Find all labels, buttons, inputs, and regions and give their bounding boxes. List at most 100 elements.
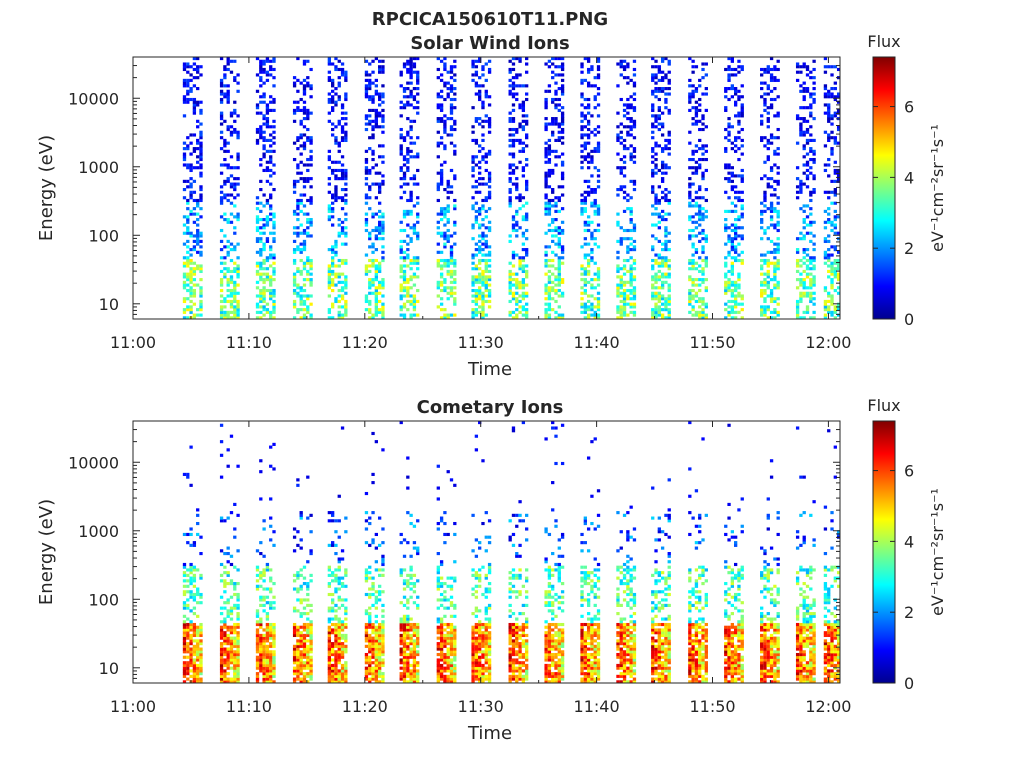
heatmap-cell <box>691 297 694 300</box>
heatmap-cell <box>269 634 272 637</box>
heatmap-cell <box>406 150 409 153</box>
heatmap-cell <box>561 248 564 251</box>
heatmap-cell <box>189 566 192 569</box>
heatmap-cell <box>616 188 619 191</box>
heatmap-cell <box>760 284 763 287</box>
heatmap-cell <box>544 174 547 177</box>
heatmap-cell <box>416 267 419 270</box>
heatmap-cell <box>481 254 484 257</box>
heatmap-cell <box>186 166 189 169</box>
heatmap-cell <box>375 90 378 93</box>
heatmap-cell <box>525 273 528 276</box>
heatmap-cell <box>450 270 453 273</box>
heatmap-cell <box>309 185 312 188</box>
heatmap-cell <box>597 92 600 95</box>
heatmap-cell <box>827 308 830 311</box>
heatmap-cell <box>375 163 378 166</box>
heatmap-cell <box>443 243 446 246</box>
heatmap-cell <box>767 125 770 128</box>
heatmap-cell <box>300 664 303 667</box>
heatmap-cell <box>293 609 296 612</box>
heatmap-cell <box>309 136 312 139</box>
heatmap-cell <box>375 117 378 120</box>
heatmap-cell <box>512 273 515 276</box>
heatmap-cell <box>344 188 347 191</box>
heatmap-cell <box>262 587 265 590</box>
heatmap-cell <box>338 98 341 101</box>
heatmap-cell <box>616 62 619 65</box>
heatmap-cell <box>259 84 262 87</box>
heatmap-cell <box>233 292 236 295</box>
heatmap-cell <box>378 112 381 115</box>
heatmap-cell <box>328 79 331 82</box>
heatmap-cell <box>737 215 740 218</box>
heatmap-cell <box>741 213 744 216</box>
heatmap-cell <box>365 294 368 297</box>
heatmap-cell <box>300 259 303 262</box>
heatmap-cell <box>741 226 744 229</box>
heatmap-cell <box>223 648 226 651</box>
heatmap-cell <box>587 223 590 226</box>
heatmap-cell <box>450 103 453 106</box>
heatmap-cell <box>551 188 554 191</box>
heatmap-cell <box>737 158 740 161</box>
heatmap-cell <box>731 188 734 191</box>
heatmap-cell <box>403 103 406 106</box>
heatmap-cell <box>630 248 633 251</box>
heatmap-cell <box>763 289 766 292</box>
heatmap-cell <box>737 243 740 246</box>
heatmap-cell <box>403 314 406 317</box>
heatmap-cell <box>661 259 664 262</box>
heatmap-cell <box>262 571 265 574</box>
heatmap-cell <box>193 76 196 79</box>
heatmap-cell <box>223 158 226 161</box>
heatmap-cell <box>300 177 303 180</box>
heatmap-cell <box>558 314 561 317</box>
heatmap-cell <box>701 153 704 156</box>
heatmap-cell <box>548 297 551 300</box>
heatmap-cell <box>331 109 334 112</box>
heatmap-cell <box>303 204 306 207</box>
heatmap-cell <box>597 303 600 306</box>
heatmap-cell <box>378 210 381 213</box>
heatmap-cell <box>633 82 636 85</box>
heatmap-cell <box>701 158 704 161</box>
heatmap-cell <box>437 286 440 289</box>
heatmap-cell <box>471 166 474 169</box>
heatmap-cell <box>440 234 443 237</box>
heatmap-cell <box>416 215 419 218</box>
heatmap-cell <box>597 297 600 300</box>
heatmap-cell <box>701 144 704 147</box>
heatmap-cell <box>189 177 192 180</box>
heatmap-cell <box>450 142 453 145</box>
heatmap-cell <box>770 193 773 196</box>
heatmap-cell <box>773 243 776 246</box>
heatmap-cell <box>440 281 443 284</box>
heatmap-cell <box>698 300 701 303</box>
heatmap-cell <box>724 292 727 295</box>
heatmap-cell <box>196 229 199 232</box>
heatmap-cell <box>199 294 202 297</box>
heatmap-cell <box>509 68 512 71</box>
heatmap-cell <box>471 131 474 134</box>
heatmap-cell <box>406 82 409 85</box>
heatmap-cell <box>509 278 512 281</box>
heatmap-cell <box>691 264 694 267</box>
heatmap-cell <box>371 215 374 218</box>
heatmap-cell <box>630 292 633 295</box>
heatmap-cell <box>809 278 812 281</box>
heatmap-cell <box>443 207 446 210</box>
heatmap-cell <box>597 278 600 281</box>
heatmap-cell <box>259 180 262 183</box>
heatmap-cell <box>777 183 780 186</box>
heatmap-cell <box>626 76 629 79</box>
heatmap-cell <box>256 648 259 651</box>
heatmap-cell <box>400 71 403 74</box>
heatmap-cell <box>183 664 186 667</box>
heatmap-cell <box>266 221 269 224</box>
heatmap-cell <box>256 311 259 314</box>
heatmap-cell <box>230 125 233 128</box>
heatmap-cell <box>488 117 491 120</box>
heatmap-cell <box>334 185 337 188</box>
heatmap-cell <box>734 226 737 229</box>
